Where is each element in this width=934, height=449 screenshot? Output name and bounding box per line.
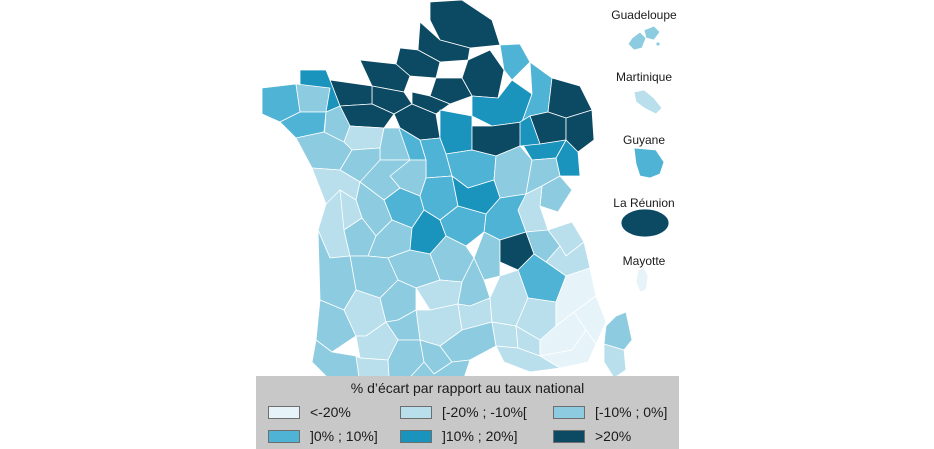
- legend-label: ]0% ; 10%]: [310, 428, 378, 444]
- territory-martinique: [633, 89, 663, 115]
- label-guadeloupe: Guadeloupe: [611, 8, 677, 22]
- department-bouches-du-rhone: [495, 345, 561, 373]
- department-mayenne: [343, 125, 385, 151]
- mayotte-shape: [635, 267, 649, 293]
- department-seine-et-marne: [439, 109, 473, 155]
- map-legend: % d’écart par rapport au taux national <…: [256, 376, 679, 449]
- department-val-d-oise: [411, 91, 451, 115]
- department-alpes-maritimes: [573, 295, 607, 345]
- department-gard: [491, 321, 519, 349]
- legend-label: [-10% ; 0%]: [595, 404, 668, 420]
- territory-la-reunion: [620, 208, 670, 238]
- department-loire: [473, 231, 501, 281]
- legend-item-2: [-20% ; -10%[: [400, 404, 527, 420]
- department-landes: [315, 299, 357, 353]
- legend-swatch: [268, 429, 300, 443]
- guyane-shape: [633, 147, 665, 179]
- department-cotes-d-armor: [295, 83, 331, 113]
- guadeloupe-shape: [627, 25, 661, 51]
- legend-item-4: ]0% ; 10%]: [268, 428, 378, 444]
- mainland-france: [261, 0, 607, 425]
- legend-label: ]10% ; 20%]: [442, 428, 518, 444]
- legend-label: [-20% ; -10%[: [442, 404, 527, 420]
- territory-guadeloupe: [627, 31, 647, 51]
- label-la-reunion: La Réunion: [613, 196, 675, 210]
- legend-item-6: >20%: [553, 428, 631, 444]
- legend-item-3: [-10% ; 0%]: [553, 404, 667, 420]
- department-haute-marne: [519, 115, 541, 147]
- department-tarn-et-garonne: [385, 309, 421, 341]
- legend-title: % d’écart par rapport au taux national: [350, 380, 585, 396]
- legend-swatch: [400, 429, 432, 443]
- territory-guadeloupe-east: [643, 25, 661, 41]
- legend-label: <-20%: [310, 404, 351, 420]
- legend-swatch: [268, 405, 300, 419]
- territory-guyane: [633, 147, 665, 179]
- department-haute-corse: [603, 311, 633, 351]
- department-corse-du-sud: [603, 343, 627, 379]
- legend-item-5: ]10% ; 20%]: [400, 428, 518, 444]
- territory-guadeloupe-isle: [655, 41, 661, 47]
- department-oise: [429, 77, 473, 105]
- martinique-shape: [633, 89, 663, 115]
- department-bas-rhin: [565, 109, 595, 153]
- legend-swatch: [553, 405, 585, 419]
- department-seine-maritime: [359, 59, 411, 93]
- label-guyane: Guyane: [622, 133, 666, 147]
- legend-swatch: [553, 429, 585, 443]
- reunion-shape: [620, 208, 670, 238]
- label-martinique: Martinique: [615, 70, 673, 84]
- label-mayotte: Mayotte: [622, 254, 666, 268]
- legend-swatch: [400, 405, 432, 419]
- legend-item-1: <-20%: [268, 404, 351, 420]
- department-nord: [429, 0, 501, 49]
- legend-label: >20%: [595, 428, 632, 444]
- territory-mayotte: [635, 267, 649, 293]
- department-ardennes: [499, 43, 531, 81]
- corsica: [603, 311, 633, 379]
